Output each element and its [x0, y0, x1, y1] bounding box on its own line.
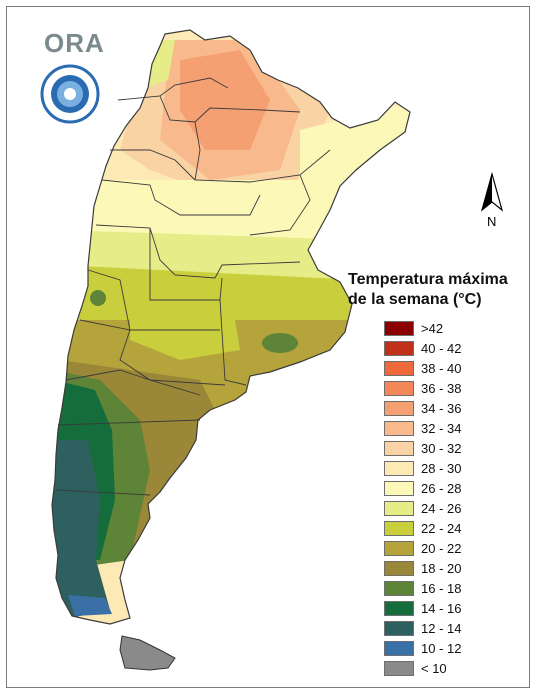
- legend-item: 14 - 16: [384, 598, 461, 618]
- map-zone-16-18-east: [262, 333, 298, 353]
- map-frame: [6, 6, 530, 688]
- legend-item: >42: [384, 318, 461, 338]
- legend-title: Temperatura máxima de la semana (°C): [348, 270, 528, 310]
- legend-item: 34 - 36: [384, 398, 461, 418]
- legend-item: 12 - 14: [384, 618, 461, 638]
- legend-label: < 10: [421, 660, 447, 676]
- legend-label: 34 - 36: [421, 400, 462, 416]
- legend-swatch: [384, 320, 414, 336]
- legend-label: 36 - 38: [421, 380, 462, 396]
- legend-item: 18 - 20: [384, 558, 461, 578]
- legend-swatch: [384, 660, 414, 676]
- legend-item: 26 - 28: [384, 478, 461, 498]
- legend-item: 10 - 12: [384, 638, 461, 658]
- map-zone-10-12: [68, 595, 112, 616]
- legend-swatch: [384, 540, 414, 556]
- legend-label: 30 - 32: [421, 440, 462, 456]
- legend-label: 16 - 18: [421, 580, 462, 596]
- legend-swatch: [384, 500, 414, 516]
- legend-swatch: [384, 520, 414, 536]
- legend-item: 40 - 42: [384, 338, 461, 358]
- legend-label: 18 - 20: [421, 560, 462, 576]
- legend-swatch: [384, 640, 414, 656]
- north-arrow-icon: [480, 172, 504, 212]
- legend-label: 24 - 26: [421, 500, 462, 516]
- legend-label: 32 - 34: [421, 420, 462, 436]
- legend-label: 28 - 30: [421, 460, 462, 476]
- legend-label: 10 - 12: [421, 640, 462, 656]
- legend-item: 20 - 22: [384, 538, 461, 558]
- legend-swatch: [384, 460, 414, 476]
- legend-item: 16 - 18: [384, 578, 461, 598]
- legend-item: < 10: [384, 658, 461, 678]
- legend-item: 30 - 32: [384, 438, 461, 458]
- legend-swatch: [384, 380, 414, 396]
- legend-swatch: [384, 620, 414, 636]
- legend: >42 40 - 42 38 - 40 36 - 38 34 - 36 32 - 34 30…: [384, 318, 461, 678]
- legend-label: 14 - 16: [421, 600, 462, 616]
- legend-swatch: [384, 400, 414, 416]
- legend-item: 32 - 34: [384, 418, 461, 438]
- map-zone-12-14: [52, 440, 110, 620]
- legend-swatch: [384, 580, 414, 596]
- legend-label: 26 - 28: [421, 480, 462, 496]
- legend-label: 38 - 40: [421, 360, 462, 376]
- map-zone-below-10: [119, 635, 176, 671]
- province-boundaries: [55, 77, 331, 496]
- map-zone-34-36: [180, 50, 270, 150]
- legend-item: 24 - 26: [384, 498, 461, 518]
- legend-item: 38 - 40: [384, 358, 461, 378]
- legend-swatch: [384, 360, 414, 376]
- legend-item: 28 - 30: [384, 458, 461, 478]
- legend-swatch: [384, 420, 414, 436]
- legend-swatch: [384, 480, 414, 496]
- government-seal-icon: [40, 64, 100, 124]
- map-zone-22-24-pocket: [130, 290, 240, 360]
- legend-label: 20 - 22: [421, 540, 462, 556]
- legend-title-line1: Temperatura máxima: [348, 271, 508, 288]
- legend-label: >42: [421, 320, 444, 336]
- legend-label: 12 - 14: [421, 620, 462, 636]
- legend-swatch: [384, 340, 414, 356]
- legend-label: 40 - 42: [421, 340, 462, 356]
- legend-swatch: [384, 440, 414, 456]
- legend-swatch: [384, 600, 414, 616]
- legend-title-line2: de la semana (°C): [348, 291, 482, 308]
- north-label: N: [487, 214, 497, 229]
- legend-swatch: [384, 560, 414, 576]
- legend-label: 22 - 24: [421, 520, 462, 536]
- ora-logo: ORA: [44, 28, 105, 58]
- legend-item: 36 - 38: [384, 378, 461, 398]
- legend-item: 22 - 24: [384, 518, 461, 538]
- map-zone-16-18-west: [90, 290, 106, 306]
- country-outline: [51, 29, 411, 625]
